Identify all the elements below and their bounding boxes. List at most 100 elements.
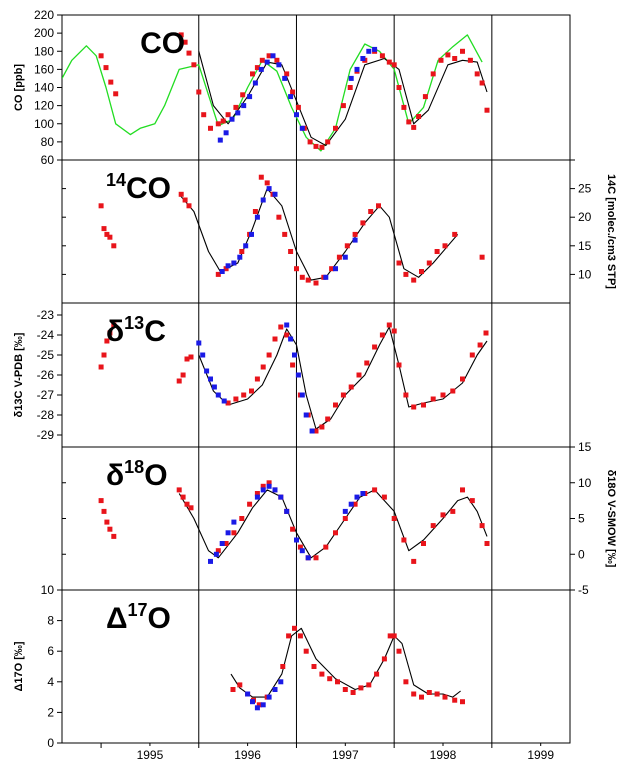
- red-data-point: [401, 537, 407, 543]
- panel-title-base: C: [144, 315, 166, 348]
- red-data-point: [442, 694, 448, 700]
- blue-data-point: [221, 398, 227, 404]
- x-tick-label: 1998: [430, 748, 457, 760]
- blue-data-point: [354, 494, 360, 500]
- red-data-point: [231, 530, 237, 536]
- y-tick-label: 0: [47, 736, 54, 750]
- red-data-point: [421, 402, 426, 408]
- red-data-point: [460, 487, 465, 493]
- red-data-point: [297, 633, 303, 639]
- blue-data-point: [254, 214, 260, 220]
- blue-data-point: [360, 56, 366, 61]
- blue-data-point: [217, 137, 223, 143]
- red-data-point: [307, 139, 313, 145]
- red-data-point: [352, 501, 358, 507]
- red-data-point: [430, 396, 436, 402]
- red-data-point: [376, 203, 381, 209]
- red-data-point: [340, 392, 346, 398]
- red-data-point: [98, 203, 104, 209]
- red-data-point: [98, 498, 104, 504]
- blue-data-point: [284, 508, 290, 514]
- red-data-point: [329, 266, 335, 272]
- red-data-point: [440, 512, 446, 518]
- panel-frame: [61, 589, 571, 744]
- red-data-point: [348, 384, 354, 390]
- red-data-point: [295, 104, 301, 110]
- panel-title-superscript: 14: [106, 170, 126, 190]
- blue-data-point: [299, 125, 305, 131]
- y-tick-label: 25: [578, 182, 592, 196]
- y-tick-label: 20: [578, 210, 592, 224]
- red-data-point: [239, 249, 245, 254]
- red-data-point: [266, 480, 272, 486]
- red-data-point: [260, 364, 266, 370]
- red-data-point: [335, 679, 340, 685]
- green-model-line: [62, 34, 483, 152]
- red-data-point: [280, 664, 286, 669]
- red-data-point: [411, 691, 417, 697]
- red-data-point: [450, 388, 456, 394]
- red-data-point: [111, 533, 117, 539]
- red-data-point: [387, 633, 393, 639]
- red-data-point: [430, 71, 436, 77]
- red-data-point: [452, 697, 458, 703]
- red-data-point: [366, 682, 372, 688]
- model-fit-line: [178, 188, 459, 281]
- red-data-point: [180, 372, 186, 378]
- red-data-point: [176, 487, 182, 493]
- red-data-point: [239, 516, 245, 521]
- red-data-point: [103, 65, 109, 71]
- red-data-point: [294, 266, 299, 272]
- panel-title-prefix: Δ: [106, 602, 128, 635]
- red-data-point: [396, 648, 402, 654]
- y-tick-label: -24: [37, 328, 55, 342]
- red-data-point: [333, 530, 338, 536]
- red-data-point: [426, 690, 432, 695]
- blue-data-point: [366, 48, 372, 54]
- red-data-point: [333, 125, 338, 131]
- panel-title-prefix: δ: [106, 315, 124, 348]
- blue-data-point: [352, 237, 358, 243]
- red-data-point: [223, 541, 229, 546]
- panel-title-superscript: 13: [124, 313, 144, 333]
- blue-data-point: [342, 508, 348, 514]
- blue-data-point: [229, 116, 235, 122]
- red-data-point: [250, 71, 255, 77]
- red-data-point: [101, 226, 107, 232]
- red-data-point: [381, 656, 387, 662]
- blue-data-point: [208, 376, 213, 382]
- red-data-point: [215, 271, 221, 277]
- y-tick-label: 60: [41, 153, 55, 167]
- blue-data-point: [258, 66, 264, 72]
- red-data-point: [254, 376, 260, 382]
- red-data-point: [438, 57, 444, 63]
- red-data-point: [403, 271, 409, 277]
- red-data-point: [256, 702, 262, 708]
- blue-data-point: [266, 186, 272, 192]
- red-data-point: [411, 124, 417, 130]
- blue-data-point: [278, 494, 284, 500]
- red-data-point: [479, 254, 485, 260]
- red-data-point: [101, 508, 107, 514]
- red-data-point: [469, 498, 475, 504]
- red-data-point: [260, 483, 266, 489]
- red-data-point: [360, 220, 366, 226]
- y-tick-label: -26: [37, 368, 55, 382]
- red-data-point: [223, 266, 229, 272]
- red-data-point: [445, 52, 451, 58]
- red-data-point: [188, 354, 194, 360]
- red-data-point: [292, 625, 297, 631]
- red-data-point: [386, 59, 392, 65]
- y-tick-label: 200: [34, 26, 54, 40]
- blue-data-point: [270, 53, 276, 59]
- red-data-point: [264, 180, 270, 186]
- red-data-point: [254, 491, 260, 496]
- blue-data-point: [348, 75, 354, 81]
- red-data-point: [178, 191, 184, 197]
- blue-data-point: [200, 352, 206, 358]
- y-tick-label: 140: [34, 81, 54, 95]
- red-data-point: [386, 322, 392, 328]
- red-data-point: [406, 119, 412, 125]
- red-data-point: [452, 231, 458, 237]
- red-data-point: [182, 197, 188, 203]
